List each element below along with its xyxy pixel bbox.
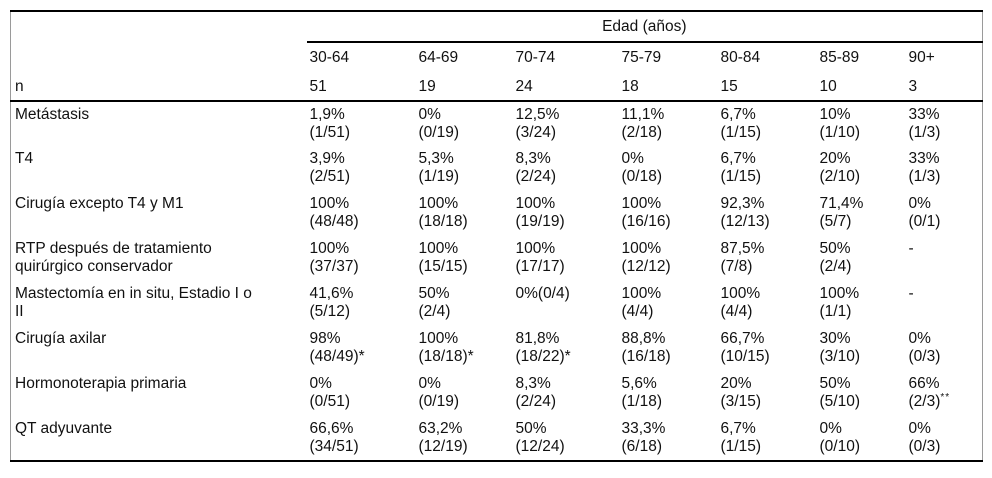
table-row-hormonoterapia: Hormonoterapia primaria 0% (0/51) 0% (0/…: [11, 371, 983, 416]
data-cell: 100% (1/1): [819, 285, 860, 320]
n-label: n: [10, 73, 307, 102]
data-cell: 100% (18/18): [418, 195, 468, 230]
row-label: Hormonoterapia primaria: [15, 375, 187, 392]
data-cell: 87,5% (7/8): [720, 240, 765, 275]
data-cell: 11,1% (2/18): [621, 106, 665, 141]
table-row-rtp: RTP después de tratamiento quirúrgico co…: [11, 236, 983, 281]
data-cell: 8,3% (2/24): [515, 150, 557, 185]
paper-table-container: Edad (años) 30-64 64-69 70-74 75-79 80-8…: [10, 10, 984, 462]
data-cell: 33,3% (6/18): [621, 420, 666, 455]
age-col-header: 70-74: [515, 49, 556, 66]
table-row-mastectomia: Mastectomía en in situ, Estadio I o II 4…: [11, 281, 983, 326]
n-value: 24: [512, 73, 619, 102]
data-cell: 92,3% (12/13): [720, 195, 770, 230]
header-stub: [11, 11, 307, 42]
data-cell: 50% (5/10): [819, 375, 861, 410]
data-cell: 81,8% (18/22)*: [515, 330, 571, 365]
n-value: 19: [415, 73, 513, 102]
n-value: 15: [717, 73, 817, 102]
data-cell: 100% (17/17): [515, 240, 565, 275]
data-cell: 0% (0/1): [908, 195, 941, 230]
age-treatment-table: Edad (años) 30-64 64-69 70-74 75-79 80-8…: [10, 10, 984, 462]
data-cell: 0%(0/4): [515, 285, 570, 302]
data-cell: 100% (15/15): [418, 240, 468, 275]
data-cell: 0% (0/18): [621, 150, 663, 185]
data-cell: 100% (16/16): [621, 195, 671, 230]
data-cell: 0% (0/19): [418, 375, 460, 410]
row-label: Cirugía axilar: [15, 330, 107, 347]
data-cell: 1,9% (1/51): [309, 106, 351, 141]
n-value: 18: [618, 73, 718, 102]
data-cell: 6,7% (1/15): [720, 150, 762, 185]
data-cell: 100% (37/37): [309, 240, 359, 275]
data-cell: 3,9% (2/51): [309, 150, 351, 185]
table-row-metastasis: Metástasis 1,9% (1/51) 0% (0/19) 12,5% (…: [11, 101, 983, 146]
age-col-header: 80-84: [720, 49, 761, 66]
row-label: Mastectomía en in situ, Estadio I o II: [15, 285, 252, 320]
table-row-t4: T4 3,9% (2/51) 5,3% (1/19) 8,3% (2/24) 0…: [11, 146, 983, 191]
n-value: 51: [306, 73, 416, 102]
table-row-cirugia-excepto: Cirugía excepto T4 y M1 100% (48/48) 100…: [11, 191, 983, 236]
data-cell: 98% (48/49)*: [309, 330, 365, 365]
data-cell: 10% (1/10): [819, 106, 861, 141]
data-cell: 66,6% (34/51): [309, 420, 359, 455]
data-cell: 0% (0/51): [309, 375, 351, 410]
data-cell: 33% (1/3): [908, 106, 941, 141]
n-value: 3: [905, 73, 983, 102]
data-cell: 30% (3/10): [819, 330, 861, 365]
data-cell: 5,6% (1/18): [621, 375, 663, 410]
row-label: RTP después de tratamiento quirúrgico co…: [15, 240, 212, 275]
data-cell: 71,4% (5/7): [819, 195, 864, 230]
data-cell: 0% (0/19): [418, 106, 460, 141]
age-col-header: 64-69: [418, 49, 459, 66]
n-row: n 51 19 24 18 15 10 3: [10, 73, 983, 102]
data-cell: 100% (4/4): [720, 285, 761, 320]
data-cell: 20% (3/15): [720, 375, 762, 410]
data-cell: 100% (48/48): [309, 195, 359, 230]
age-header-row: 30-64 64-69 70-74 75-79 80-84 85-89 90+: [11, 42, 983, 73]
cell-value: 66% (2/3): [908, 375, 941, 410]
data-cell: 100% (4/4): [621, 285, 662, 320]
data-cell: 6,7% (1/15): [720, 420, 762, 455]
data-cell: 0% (0/10): [819, 420, 861, 455]
age-col-header: 30-64: [309, 49, 350, 66]
row-label: Metástasis: [15, 106, 90, 123]
data-cell: 41,6% (5/12): [309, 285, 354, 320]
data-cell: -: [908, 240, 914, 257]
data-cell: 33% (1/3): [908, 150, 941, 185]
age-col-header: 75-79: [621, 49, 662, 66]
data-cell: 20% (2/10): [819, 150, 861, 185]
data-cell: 5,3% (1/19): [418, 150, 460, 185]
group-header-row: Edad (años): [11, 11, 983, 43]
data-cell: 100% (19/19): [515, 195, 565, 230]
header-stub: [11, 42, 307, 73]
data-cell: 50% (2/4): [418, 285, 451, 320]
data-cell: 6,7% (1/15): [720, 106, 762, 141]
data-cell: 12,5% (3/24): [515, 106, 560, 141]
table-row-cirugia-axilar: Cirugía axilar 98% (48/49)* 100% (18/18)…: [11, 326, 983, 371]
row-label: Cirugía excepto T4 y M1: [15, 195, 184, 212]
data-cell: 88,8% (16/18): [621, 330, 671, 365]
data-cell: 100% (18/18)*: [418, 330, 474, 365]
data-cell: 0% (0/3): [908, 330, 941, 365]
double-asterisk-footnote-marker: **: [940, 391, 951, 403]
data-cell: 66% (2/3)**: [906, 371, 983, 416]
data-cell: 8,3% (2/24): [515, 375, 557, 410]
group-header-edad: Edad (años): [306, 11, 983, 43]
data-cell: 66,7% (10/15): [720, 330, 770, 365]
data-cell: 100% (12/12): [621, 240, 671, 275]
data-cell: -: [908, 285, 914, 302]
age-col-header: 90+: [908, 49, 935, 66]
data-cell: 50% (2/4): [819, 240, 852, 275]
data-cell: 50% (12/24): [515, 420, 565, 455]
row-label: T4: [15, 150, 34, 167]
data-cell: 0% (0/3): [908, 420, 941, 455]
age-col-header: 85-89: [819, 49, 860, 66]
table-row-qt-adyuvante: QT adyuvante 66,6% (34/51) 63,2% (12/19)…: [11, 416, 983, 461]
row-label: QT adyuvante: [15, 420, 113, 437]
data-cell: 63,2% (12/19): [418, 420, 468, 455]
n-value: 10: [816, 73, 906, 102]
